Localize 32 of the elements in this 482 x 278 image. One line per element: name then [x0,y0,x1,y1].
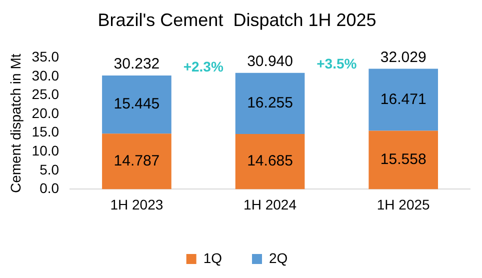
bar [102,76,172,134]
bar [102,134,172,190]
legend-label: 2Q [269,250,288,266]
data-label: 14.685 [247,152,293,170]
annotation: +3.5% [316,56,358,72]
y-tick-label: 25.0 [32,86,60,102]
bar [235,72,305,134]
total-label: 32.029 [380,48,426,66]
total-label: 30.940 [247,53,293,70]
x-tick-label: 1H 2023 [110,196,164,212]
y-tick-label: 0.0 [40,180,60,196]
x-tick-label: 1H 2025 [376,196,430,212]
data-label: 16.255 [247,94,293,112]
data-label: 15.445 [114,96,160,113]
y-tick-label: 35.0 [32,48,60,64]
y-tick-label: 10.0 [32,142,60,158]
legend-label: 1Q [203,250,222,266]
chart-title: Brazil's Cement Dispatch 1H 2025 [98,10,376,30]
data-label: 15.558 [380,151,426,168]
bar [368,130,438,190]
y-tick-label: 20.0 [32,104,60,121]
data-label: 16.471 [380,90,426,108]
y-tick-label: 15.0 [32,124,60,140]
y-tick-label: 5.0 [40,161,60,178]
x-tick-label: 1H 2024 [244,196,297,212]
bar [368,68,438,131]
total-label: 30.232 [114,56,160,73]
bar [235,134,305,190]
data-label: 14.787 [114,152,160,170]
y-tick-label: 30.0 [32,67,60,84]
y-axis-title: Cement dispatch in Mt [7,54,24,194]
annotation: +2.3% [183,58,224,74]
